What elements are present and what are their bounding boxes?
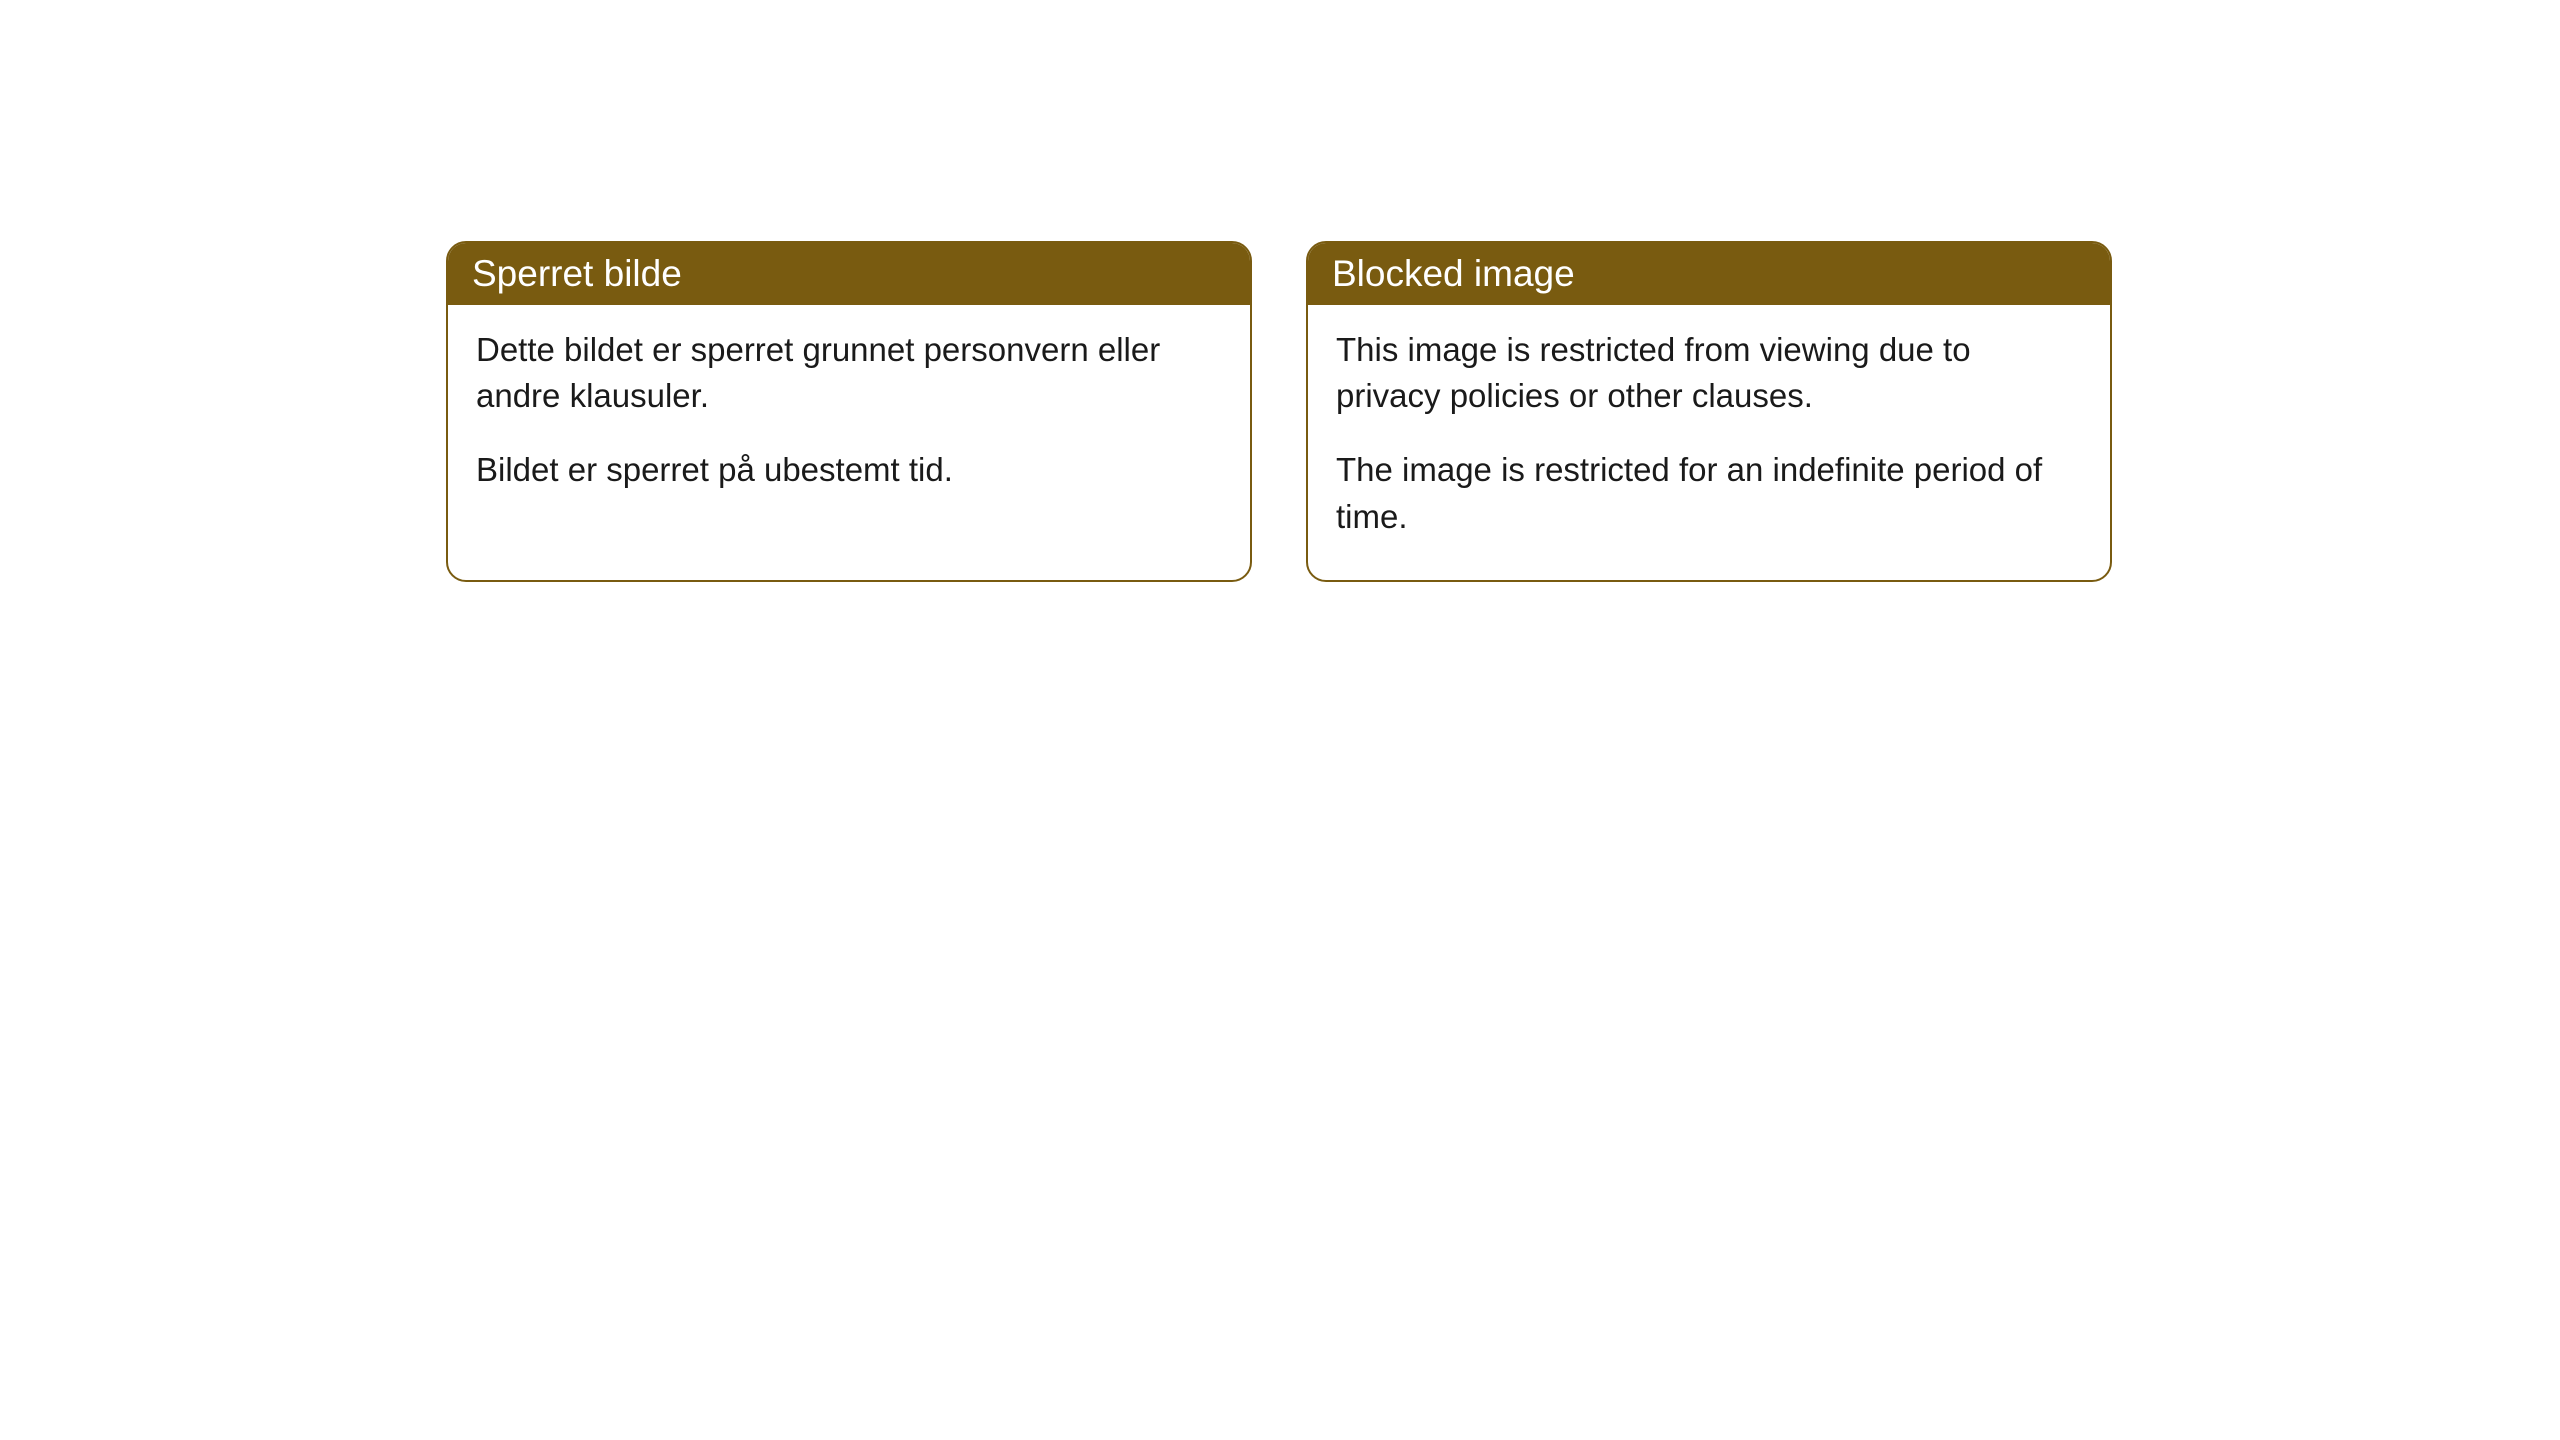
- card-header: Sperret bilde: [448, 243, 1250, 305]
- blocked-image-card-english: Blocked image This image is restricted f…: [1306, 241, 2112, 582]
- cards-container: Sperret bilde Dette bildet er sperret gr…: [446, 241, 2112, 582]
- card-title: Sperret bilde: [472, 253, 682, 294]
- card-paragraph: This image is restricted from viewing du…: [1336, 327, 2082, 419]
- card-paragraph: Dette bildet er sperret grunnet personve…: [476, 327, 1222, 419]
- card-title: Blocked image: [1332, 253, 1575, 294]
- card-paragraph: Bildet er sperret på ubestemt tid.: [476, 447, 1222, 493]
- card-paragraph: The image is restricted for an indefinit…: [1336, 447, 2082, 539]
- card-header: Blocked image: [1308, 243, 2110, 305]
- card-body: This image is restricted from viewing du…: [1308, 305, 2110, 580]
- card-body: Dette bildet er sperret grunnet personve…: [448, 305, 1250, 534]
- blocked-image-card-norwegian: Sperret bilde Dette bildet er sperret gr…: [446, 241, 1252, 582]
